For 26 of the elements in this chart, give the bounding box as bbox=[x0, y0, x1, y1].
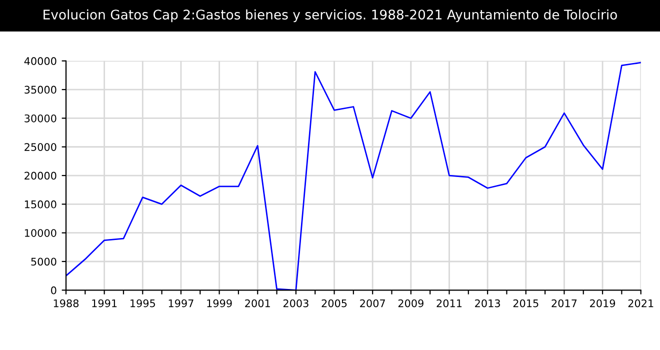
x-tick-label: 2011 bbox=[436, 299, 462, 308]
y-tick-label: 35000 bbox=[24, 86, 56, 94]
x-tick-label: 2019 bbox=[590, 299, 616, 308]
y-tick-label: 15000 bbox=[24, 200, 56, 208]
y-tick-label: 25000 bbox=[24, 143, 56, 151]
y-tick-label: 30000 bbox=[24, 114, 56, 122]
chart-title: Evolucion Gatos Cap 2:Gastos bienes y servicios. 1988-2021 Ayuntamiento de Tolocirio bbox=[44, 9, 617, 22]
x-tick-label: 1995 bbox=[130, 299, 155, 308]
x-tick-label: 2007 bbox=[360, 299, 385, 308]
y-tick-label: 20000 bbox=[24, 172, 56, 180]
x-tick-label: 2017 bbox=[552, 299, 577, 308]
x-tick-label: 2003 bbox=[283, 299, 308, 308]
x-tick-label: 2013 bbox=[475, 299, 500, 308]
y-tick-label: 0 bbox=[51, 286, 56, 294]
x-tick-label: 2005 bbox=[322, 299, 347, 308]
x-tick-label: 2015 bbox=[513, 299, 538, 308]
x-tick-label: 1991 bbox=[92, 299, 117, 308]
x-tick-label: 2009 bbox=[398, 299, 424, 308]
y-tick-label: 5000 bbox=[31, 258, 56, 266]
y-tick-label: 10000 bbox=[24, 229, 56, 237]
x-tick-label: 1988 bbox=[54, 299, 79, 308]
x-tick-label: 1999 bbox=[207, 299, 232, 308]
x-tick-label: 2001 bbox=[245, 299, 270, 308]
x-tick-label: 2021 bbox=[628, 299, 654, 308]
x-tick-label: 1997 bbox=[168, 299, 194, 308]
y-tick-label: 40000 bbox=[24, 57, 56, 66]
